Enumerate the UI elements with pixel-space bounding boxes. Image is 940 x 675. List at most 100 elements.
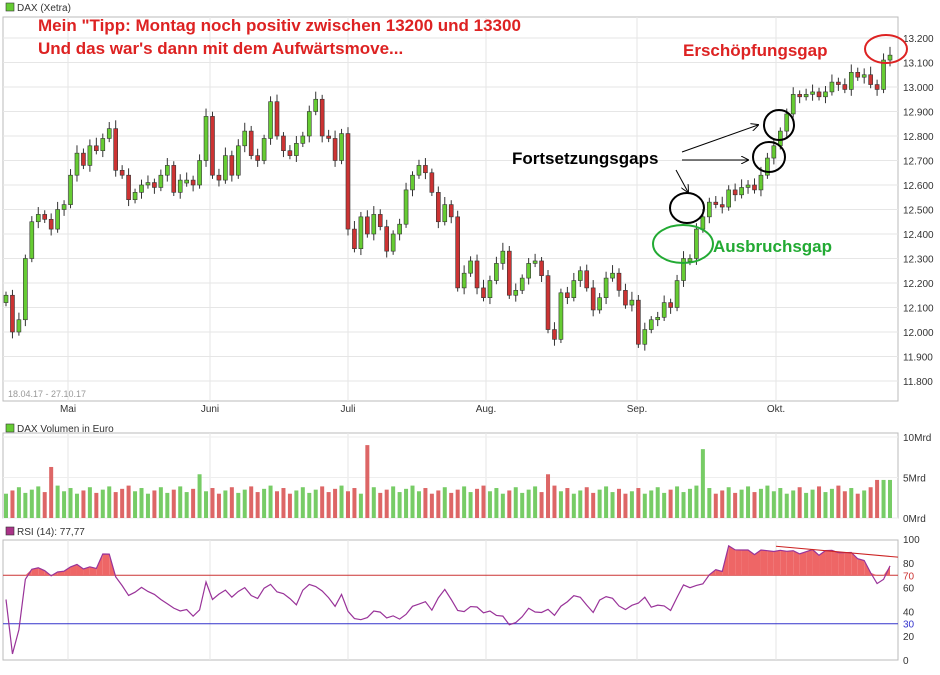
volume-bar: [720, 490, 725, 518]
candle-body: [94, 145, 99, 152]
candle-body: [597, 297, 602, 311]
rsi-overbought-fill: [793, 550, 800, 576]
rsi-y-tick-label: 100: [903, 535, 920, 546]
volume-bar: [481, 485, 486, 518]
legend-swatch: [5, 2, 15, 12]
continuation-gap-circle: [763, 109, 795, 141]
rsi-overbought-fill: [883, 565, 890, 576]
candle-body: [771, 145, 777, 159]
candle-body: [106, 128, 112, 139]
candle-body: [778, 130, 783, 147]
candle-body: [577, 270, 583, 281]
price-y-tick-label: 13.100: [903, 59, 934, 70]
candle-body: [223, 155, 228, 181]
candle-body: [726, 189, 731, 208]
candle-body: [881, 59, 886, 90]
candle-body: [119, 170, 125, 176]
candle-body: [745, 184, 751, 188]
price-y-tick-label: 12.100: [903, 304, 934, 315]
rsi-overbought-fill: [780, 550, 787, 576]
volume-bar: [287, 493, 292, 518]
candle-body: [636, 299, 641, 345]
candle-body: [248, 130, 254, 156]
candle-body: [436, 192, 441, 223]
volume-bar: [636, 488, 641, 518]
candle-body: [81, 152, 86, 166]
volume-bar: [191, 488, 196, 518]
rsi-overbought-fill: [773, 550, 781, 576]
volume-bar: [881, 479, 886, 518]
candle-body: [35, 214, 41, 223]
price-y-tick-label: 12.500: [903, 206, 934, 217]
candle-body: [23, 258, 28, 321]
volume-bar: [707, 488, 712, 518]
volume-bar: [649, 490, 654, 518]
rsi-overbought-fill: [741, 550, 749, 576]
candle-body: [365, 216, 370, 235]
candle-body: [552, 329, 557, 340]
volume-bar: [475, 488, 480, 518]
candle-body: [352, 228, 357, 250]
candle-body: [294, 143, 299, 156]
month-tick-label: Juni: [201, 404, 219, 415]
volume-bar: [352, 488, 357, 518]
rsi-y-tick-label: 60: [903, 583, 915, 594]
candle-body: [642, 329, 648, 345]
candle-body: [513, 290, 519, 296]
volume-bar: [462, 486, 467, 518]
volume-bar: [281, 488, 286, 518]
volume-bar: [345, 491, 350, 518]
volume-bar: [533, 486, 538, 518]
candle-body: [184, 179, 189, 184]
volume-bar: [578, 490, 583, 518]
volume-bar: [81, 490, 86, 518]
volume-bar: [804, 492, 809, 518]
candle-body: [487, 280, 493, 298]
rsi-overbought-fill: [760, 550, 768, 576]
volume-bar: [113, 492, 118, 518]
price-panel-title: DAX (Xetra): [17, 3, 71, 14]
candle-body: [610, 272, 615, 279]
volume-bar: [765, 485, 770, 518]
candle-body: [797, 94, 802, 98]
volume-bar: [429, 493, 434, 518]
volume-bar: [591, 492, 596, 518]
legend-swatch: [5, 526, 15, 536]
candle-body: [371, 214, 377, 235]
volume-bar: [442, 487, 447, 518]
volume-bar: [275, 491, 280, 518]
candle-body: [803, 94, 809, 98]
volume-panel-title: DAX Volumen in Euro: [17, 424, 114, 435]
volume-bar: [145, 493, 150, 518]
rsi-y-tick-label: 20: [903, 632, 915, 643]
volume-bar: [3, 493, 9, 518]
volume-bar: [120, 488, 125, 518]
price-y-tick-label: 12.700: [903, 157, 934, 168]
candle-body: [848, 72, 854, 90]
volume-bar: [552, 485, 557, 518]
volume-bar: [842, 491, 847, 518]
candle-body: [584, 270, 590, 289]
candle-body: [784, 113, 790, 132]
volume-bar: [178, 486, 183, 518]
candle-body: [765, 157, 770, 176]
volume-bar: [597, 489, 602, 518]
rsi-overbought-fill: [825, 550, 832, 576]
candle-body: [210, 116, 215, 176]
price-y-tick-label: 12.600: [903, 181, 934, 192]
annotation-continuation-gaps: Fortsetzungsgaps: [512, 149, 658, 168]
candle-body: [674, 280, 680, 308]
candle-body: [707, 201, 712, 218]
volume-bar: [223, 490, 228, 518]
candle-body: [113, 128, 118, 171]
volume-bar: [384, 489, 389, 518]
volume-bar: [307, 492, 312, 518]
candle-body: [384, 226, 390, 252]
volume-bar: [668, 489, 673, 518]
volume-bar: [397, 492, 402, 518]
candle-body: [629, 299, 635, 306]
volume-bar: [49, 466, 54, 518]
volume-bar: [584, 487, 589, 518]
volume-bar: [829, 488, 834, 518]
candle-body: [74, 152, 80, 176]
